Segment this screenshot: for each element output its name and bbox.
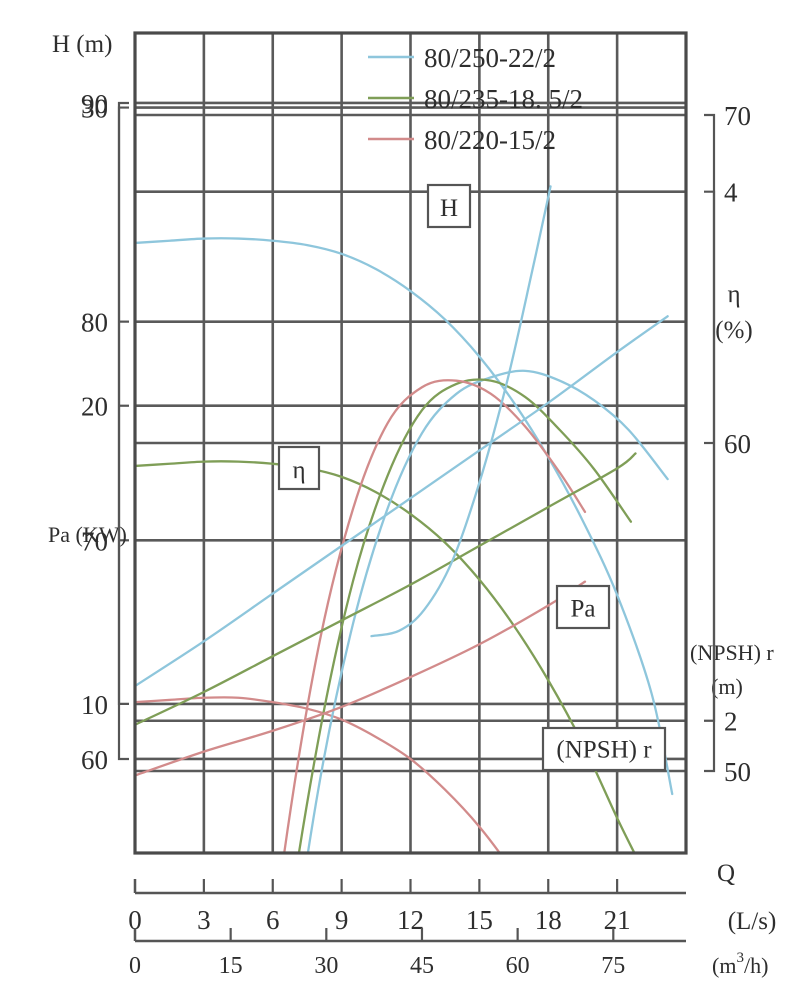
head-tick-80: 80 xyxy=(81,308,108,338)
npsh-tick-4: 4 xyxy=(724,178,738,208)
flow-axis-unit-ls: (L/s) xyxy=(728,908,777,935)
plot-label-layer: Hη Pa (NPSH) r xyxy=(277,183,667,772)
grid-layer xyxy=(133,33,686,853)
x-tick-ls-9: 9 xyxy=(335,905,349,935)
x-tick-ls-0: 0 xyxy=(128,905,142,935)
curve-NPSHr xyxy=(370,185,552,638)
eff-tick-70: 70 xyxy=(724,101,751,131)
legend-item: 80/235-18. 5/2 xyxy=(368,84,583,114)
plot-frame xyxy=(133,31,688,855)
head-label: H xyxy=(426,183,472,229)
curve-H xyxy=(135,237,674,796)
x-tick-m3h-15: 15 xyxy=(219,953,243,979)
eff-tick-50: 50 xyxy=(724,757,751,787)
legend-label: 80/235-18. 5/2 xyxy=(424,84,583,114)
npsh-axis-title: (NPSH) r xyxy=(690,640,774,665)
head-tick-60: 60 xyxy=(81,745,108,775)
eff-axis-unit: (%) xyxy=(715,317,752,344)
curve- xyxy=(283,379,587,853)
x-axis-cubic-meters-per-hour xyxy=(133,928,686,943)
x-tick-ls-21: 21 xyxy=(604,905,631,935)
power-axis-scale xyxy=(117,106,129,706)
x-tick-ls-15: 15 xyxy=(466,905,493,935)
eff-label-text: η xyxy=(292,457,305,484)
eff-tick-60: 60 xyxy=(724,429,751,459)
npsh-label: (NPSH) r xyxy=(541,726,667,772)
curve-Pa xyxy=(135,580,587,777)
x-tick-ls-6: 6 xyxy=(266,905,280,935)
legend-label: 80/250-22/2 xyxy=(424,43,556,73)
curve- xyxy=(297,378,633,853)
npsh-axis-scale xyxy=(704,190,716,722)
power-axis-title: Pa (KW) xyxy=(48,522,127,547)
x-tick-ls-12: 12 xyxy=(397,905,424,935)
npsh-tick-2: 2 xyxy=(724,707,738,737)
x-tick-m3h-30: 30 xyxy=(314,953,338,979)
eff-label: η xyxy=(277,445,321,491)
x-tick-m3h-45: 45 xyxy=(410,953,434,979)
curve- xyxy=(306,369,669,853)
head-tick-90: 90 xyxy=(81,89,108,119)
curve-Pa xyxy=(135,315,669,688)
curve-H xyxy=(135,460,636,853)
legend-label: 80/220-15/2 xyxy=(424,125,556,155)
curve-H xyxy=(135,696,502,853)
x-tick-ls-3: 3 xyxy=(197,905,211,935)
plot-border xyxy=(133,31,688,855)
head-label-text: H xyxy=(440,195,458,222)
npsh-axis-unit: (m) xyxy=(711,674,743,699)
npsh-label-text: (NPSH) r xyxy=(556,736,652,763)
x-axis-liters-per-second xyxy=(133,879,686,895)
power-label-text: Pa xyxy=(571,595,596,622)
head-axis-title: H (m) xyxy=(52,31,112,58)
flow-axis-title: Q xyxy=(717,860,735,887)
x-tick-m3h-75: 75 xyxy=(601,953,625,979)
power-label: Pa xyxy=(555,584,611,630)
legend-item: 80/250-22/2 xyxy=(368,43,556,73)
curve-layer xyxy=(135,185,674,853)
x-tick-ls-18: 18 xyxy=(535,905,562,935)
legend-item: 80/220-15/2 xyxy=(368,125,556,155)
x-tick-m3h-0: 0 xyxy=(129,953,141,979)
eff-axis-title: η xyxy=(727,281,740,308)
flow-axis-unit-m3h: (m3/h) xyxy=(712,950,768,978)
curve-Pa xyxy=(135,452,637,726)
power-tick-30: 30 xyxy=(81,94,108,124)
power-tick-20: 20 xyxy=(81,392,108,422)
x-tick-m3h-60: 60 xyxy=(506,953,530,979)
power-tick-10: 10 xyxy=(81,690,108,720)
chart-legend: 80/250-22/2 80/235-18. 5/2 80/220-15/2 xyxy=(368,43,583,155)
head-tick-70: 70 xyxy=(81,526,108,556)
